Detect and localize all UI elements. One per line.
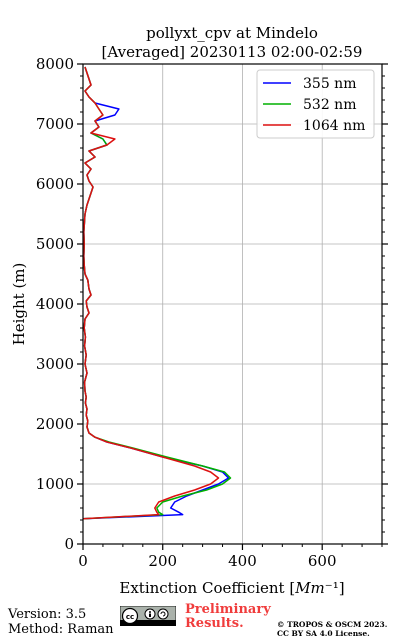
series-line-355-nm bbox=[82, 66, 230, 520]
chart-title-line1: pollyxt_cpv at Mindelo bbox=[146, 24, 318, 42]
preliminary-line1: Preliminary bbox=[185, 602, 271, 617]
y-tick-label: 8000 bbox=[36, 55, 74, 73]
x-tick-label: 200 bbox=[148, 552, 177, 570]
series-line-532-nm bbox=[82, 66, 232, 520]
extinction-profile-chart: pollyxt_cpv at Mindelo [Averaged] 202301… bbox=[10, 24, 388, 597]
x-axis-label: Extinction Coefficient [Mm⁻¹] bbox=[119, 579, 344, 597]
legend-label: 355 nm bbox=[303, 76, 356, 92]
y-axis-label: Height (m) bbox=[10, 263, 28, 346]
legend: 355 nm 532 nm 1064 nm bbox=[256, 69, 375, 139]
y-tick-label: 3000 bbox=[36, 355, 74, 373]
method-label: Method: Raman bbox=[8, 622, 114, 637]
legend-label: 1064 nm bbox=[303, 118, 365, 134]
y-tick-label: 0 bbox=[64, 535, 74, 553]
x-tick-label: 600 bbox=[308, 552, 337, 570]
y-tick-label: 6000 bbox=[36, 175, 74, 193]
y-tick-label: 4000 bbox=[36, 295, 74, 313]
axis-ticks bbox=[77, 63, 388, 550]
preliminary-line2: Results. bbox=[185, 616, 244, 631]
series-lines bbox=[82, 66, 232, 520]
x-tick-label: 400 bbox=[228, 552, 257, 570]
tick-labels: 0 200 400 600010002000300040005000600070008… bbox=[36, 55, 337, 570]
y-tick-label: 2000 bbox=[36, 415, 74, 433]
legend-label: 532 nm bbox=[303, 97, 356, 113]
chart-title: pollyxt_cpv at Mindelo [Averaged] 202301… bbox=[102, 24, 363, 61]
copyright-line2: CC BY SA 4.0 License. bbox=[277, 629, 370, 638]
svg-text:cc: cc bbox=[126, 613, 134, 621]
x-tick-label: 0 bbox=[78, 552, 88, 570]
y-tick-label: 5000 bbox=[36, 235, 74, 253]
y-tick-label: 7000 bbox=[36, 115, 74, 133]
version-label: Version: 3.5 bbox=[8, 607, 87, 622]
y-tick-label: 1000 bbox=[36, 475, 74, 493]
copyright-line1: © TROPOS & OSCM 2023. bbox=[277, 620, 388, 629]
preliminary-results-note: Preliminary Results. bbox=[185, 603, 271, 631]
copyright-notice: © TROPOS & OSCM 2023. CC BY SA 4.0 Licen… bbox=[277, 620, 387, 638]
series-line-1064-nm bbox=[82, 66, 220, 520]
chart-title-line2: [Averaged] 20230113 02:00-02:59 bbox=[102, 43, 363, 61]
legend-box bbox=[256, 69, 375, 139]
cc-by-sa-badge-icon: cc bbox=[120, 606, 176, 626]
